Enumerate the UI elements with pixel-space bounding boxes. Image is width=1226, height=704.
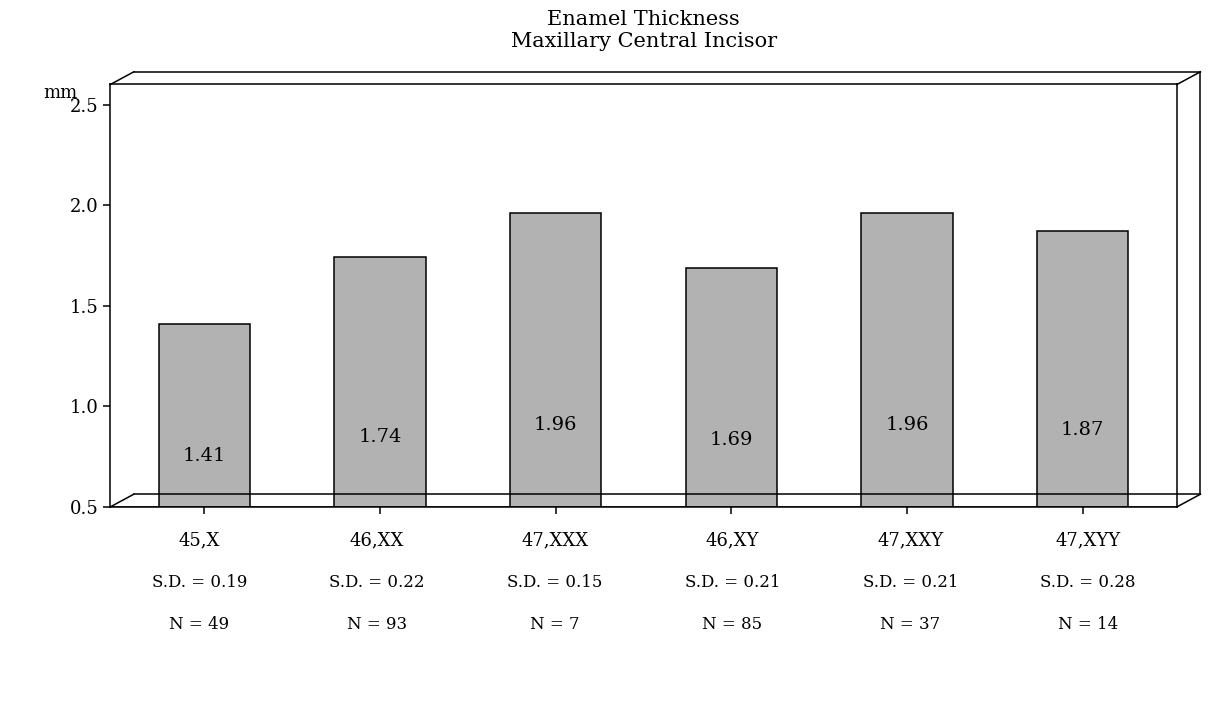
- Text: mm: mm: [43, 84, 77, 103]
- Text: 46,XX: 46,XX: [349, 532, 405, 550]
- Bar: [1037, 232, 1128, 507]
- Text: 1.87: 1.87: [1062, 421, 1105, 439]
- Text: N = 37: N = 37: [880, 616, 940, 633]
- Text: S.D. = 0.21: S.D. = 0.21: [685, 574, 780, 591]
- Text: 1.96: 1.96: [885, 415, 929, 434]
- Bar: [685, 268, 777, 507]
- Text: 1.41: 1.41: [183, 446, 226, 465]
- Text: N = 49: N = 49: [169, 616, 229, 633]
- Bar: [335, 258, 425, 507]
- Text: N = 93: N = 93: [347, 616, 407, 633]
- Text: 1.69: 1.69: [710, 431, 753, 449]
- Text: 1.96: 1.96: [535, 415, 577, 434]
- Text: 47,XXX: 47,XXX: [521, 532, 588, 550]
- Bar: [862, 213, 953, 507]
- Text: 45,X: 45,X: [179, 532, 219, 550]
- Title: Enamel Thickness
Maxillary Central Incisor: Enamel Thickness Maxillary Central Incis…: [510, 10, 777, 51]
- Text: S.D. = 0.22: S.D. = 0.22: [330, 574, 424, 591]
- Bar: [510, 213, 602, 507]
- Text: S.D. = 0.21: S.D. = 0.21: [863, 574, 958, 591]
- Text: N = 7: N = 7: [530, 616, 580, 633]
- Text: S.D. = 0.15: S.D. = 0.15: [508, 574, 602, 591]
- Text: 1.74: 1.74: [358, 428, 402, 446]
- Text: 46,XY: 46,XY: [706, 532, 759, 550]
- Text: N = 85: N = 85: [702, 616, 763, 633]
- Text: 47,XYY: 47,XYY: [1056, 532, 1121, 550]
- Bar: [159, 324, 250, 507]
- Text: 47,XXY: 47,XXY: [878, 532, 943, 550]
- Text: S.D. = 0.19: S.D. = 0.19: [152, 574, 246, 591]
- Text: S.D. = 0.28: S.D. = 0.28: [1041, 574, 1135, 591]
- Text: N = 14: N = 14: [1058, 616, 1118, 633]
